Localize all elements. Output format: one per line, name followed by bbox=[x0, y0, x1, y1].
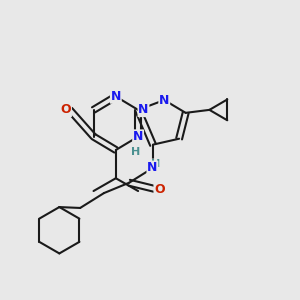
Text: N: N bbox=[147, 161, 158, 174]
Text: O: O bbox=[61, 103, 71, 116]
Text: N: N bbox=[111, 90, 121, 103]
Text: N: N bbox=[138, 103, 148, 116]
Text: N: N bbox=[133, 130, 143, 143]
Text: O: O bbox=[154, 183, 165, 196]
Text: N: N bbox=[159, 94, 169, 106]
Text: H: H bbox=[130, 147, 140, 157]
Text: H: H bbox=[151, 159, 160, 169]
